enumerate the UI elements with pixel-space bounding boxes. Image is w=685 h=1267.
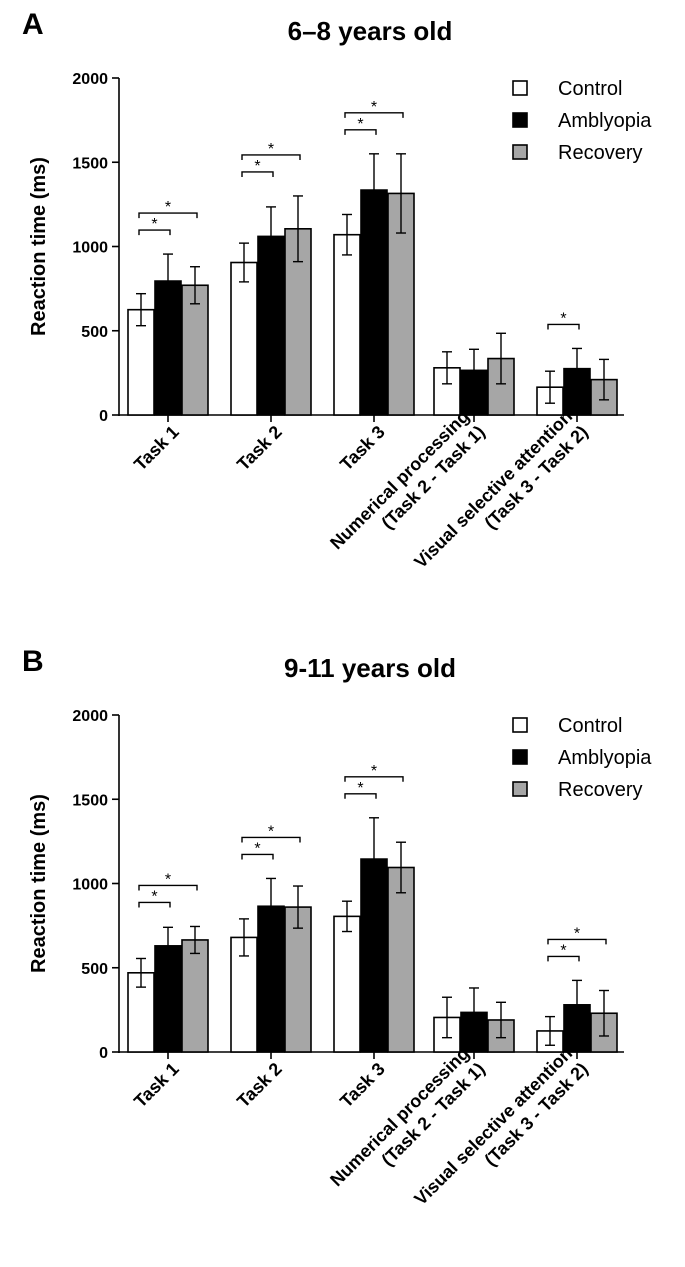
significance-bracket: [547, 955, 580, 962]
significance-bracket: [138, 212, 198, 219]
significance-bracket: [138, 229, 171, 236]
y-tick-label: 1500: [72, 792, 108, 809]
significance-bracket: [241, 154, 301, 160]
significance-star: *: [151, 888, 157, 905]
significance-bracket: [241, 836, 301, 843]
significance-star: *: [165, 871, 171, 888]
y-tick-label: 1000: [72, 240, 108, 257]
significance-star: *: [268, 141, 274, 158]
significance-star: *: [371, 99, 377, 116]
x-tick-label: Numerical processing(Task 2 - Task 1): [326, 406, 489, 569]
bar: [284, 906, 312, 1053]
legend-label: Amblyopia: [558, 110, 652, 132]
significance-bracket: [344, 112, 404, 118]
chart-panel-b: B 9-11 years old Reaction time (ms) 0 500 1…: [0, 637, 685, 1267]
x-tick-label-line: Task 3: [336, 422, 389, 475]
y-axis-label: Reaction time (ms): [28, 157, 50, 336]
bar: [387, 866, 415, 1053]
significance-star: *: [268, 823, 274, 840]
significance-star: *: [165, 199, 171, 216]
legend-label: Amblyopia: [558, 747, 652, 769]
y-tick-label: 0: [99, 408, 108, 425]
y-tick-label: 0: [99, 1045, 108, 1062]
significance-bracket: [138, 901, 171, 908]
y-tick-label: 500: [81, 961, 108, 978]
y-axis-label: Reaction time (ms): [28, 794, 50, 973]
bar: [333, 233, 361, 416]
x-tick-label: Task 1: [130, 1059, 183, 1112]
x-tick-label-line: Task 1: [130, 422, 183, 475]
significance-bracket: [241, 853, 274, 860]
x-tick-label: Task 1: [130, 422, 183, 475]
chart-panel-a: A 6–8 years old Reaction time (ms) 0 500 10…: [0, 0, 685, 630]
x-tick-label-line: Task 3: [336, 1059, 389, 1112]
chart-title: 6–8 years old: [287, 16, 453, 46]
bar: [487, 1019, 515, 1053]
bar: [333, 915, 361, 1053]
legend-swatch: [512, 749, 528, 765]
significance-bracket: [241, 171, 274, 177]
significance-star: *: [151, 216, 157, 233]
legend-label: Recovery: [558, 779, 642, 801]
significance-star: *: [254, 158, 260, 175]
legend-swatch: [512, 781, 528, 797]
significance-star: *: [371, 763, 377, 780]
bar: [181, 939, 209, 1053]
legend-swatch: [512, 717, 528, 733]
bar: [127, 972, 155, 1053]
y-tick-label: 1500: [72, 155, 108, 172]
bar-chart: Reaction time (ms) 0 500 1000 1500 2000 Task 1…: [28, 71, 652, 572]
significance-star: *: [254, 840, 260, 857]
x-tick-label: Task 3: [336, 422, 389, 475]
significance-star: *: [574, 925, 580, 942]
bar: [230, 261, 258, 416]
significance-star: *: [560, 310, 566, 327]
bar-chart: Reaction time (ms) 0 500 1000 1500 2000 Task 1…: [28, 708, 652, 1209]
significance-star: *: [357, 780, 363, 797]
y-tick-label: 2000: [72, 71, 108, 88]
x-tick-label-line: Task 2: [233, 422, 286, 475]
significance-bracket: [344, 776, 404, 782]
y-tick-label: 500: [81, 324, 108, 341]
significance-bracket: [344, 793, 377, 799]
x-tick-label-line: Task 2: [233, 1059, 286, 1112]
significance-bracket: [547, 323, 580, 330]
x-tick-label: Numerical processing(Task 2 - Task 1): [326, 1043, 489, 1206]
legend-label: Recovery: [558, 142, 642, 164]
bar: [127, 308, 155, 416]
legend-swatch: [512, 112, 528, 128]
significance-bracket: [547, 938, 607, 945]
chart-title: 9-11 years old: [284, 653, 456, 683]
significance-bracket: [138, 884, 198, 891]
panel-label: A: [22, 8, 44, 41]
bar: [181, 284, 209, 416]
y-tick-label: 1000: [72, 877, 108, 894]
y-tick-label: 2000: [72, 708, 108, 725]
legend-swatch: [512, 80, 528, 96]
x-tick-label: Task 2: [233, 1059, 286, 1112]
x-tick-label-line: Task 1: [130, 1059, 183, 1112]
significance-star: *: [357, 116, 363, 133]
x-tick-label: Task 3: [336, 1059, 389, 1112]
x-tick-label: Task 2: [233, 422, 286, 475]
significance-bracket: [344, 129, 377, 135]
legend-label: Control: [558, 78, 622, 100]
significance-star: *: [560, 942, 566, 959]
legend-swatch: [512, 144, 528, 160]
legend-label: Control: [558, 715, 622, 737]
panel-label: B: [22, 645, 44, 678]
